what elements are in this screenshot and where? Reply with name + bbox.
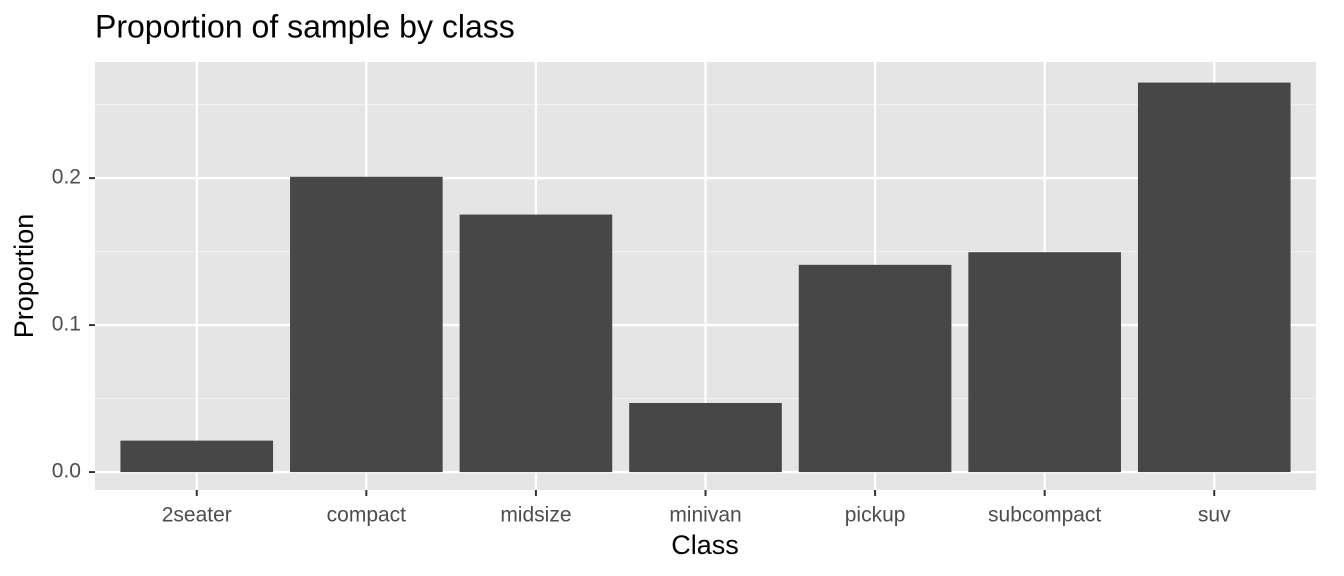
y-tick-label: 0.2 [52,166,81,189]
bar [629,402,782,473]
bar [120,440,274,473]
bar [798,264,952,473]
y-tick-label: 0.0 [52,460,81,483]
x-tick-label: midsize [500,504,571,527]
chart-title: Proportion of sample by class [95,8,515,44]
x-tick-label: subcompact [988,504,1101,527]
bar [290,176,443,473]
x-tick-label: pickup [845,504,906,527]
x-tick-label: suv [1198,504,1231,527]
bar [459,214,613,473]
y-axis-title: Proportion [9,214,39,339]
bar [968,252,1121,473]
x-tick-label: compact [327,504,407,527]
x-tick-label: minivan [669,504,741,527]
x-tick-label: 2seater [162,504,232,527]
y-tick-label: 0.1 [52,313,81,336]
bar [1137,82,1291,473]
x-axis-title: Class [671,530,739,560]
